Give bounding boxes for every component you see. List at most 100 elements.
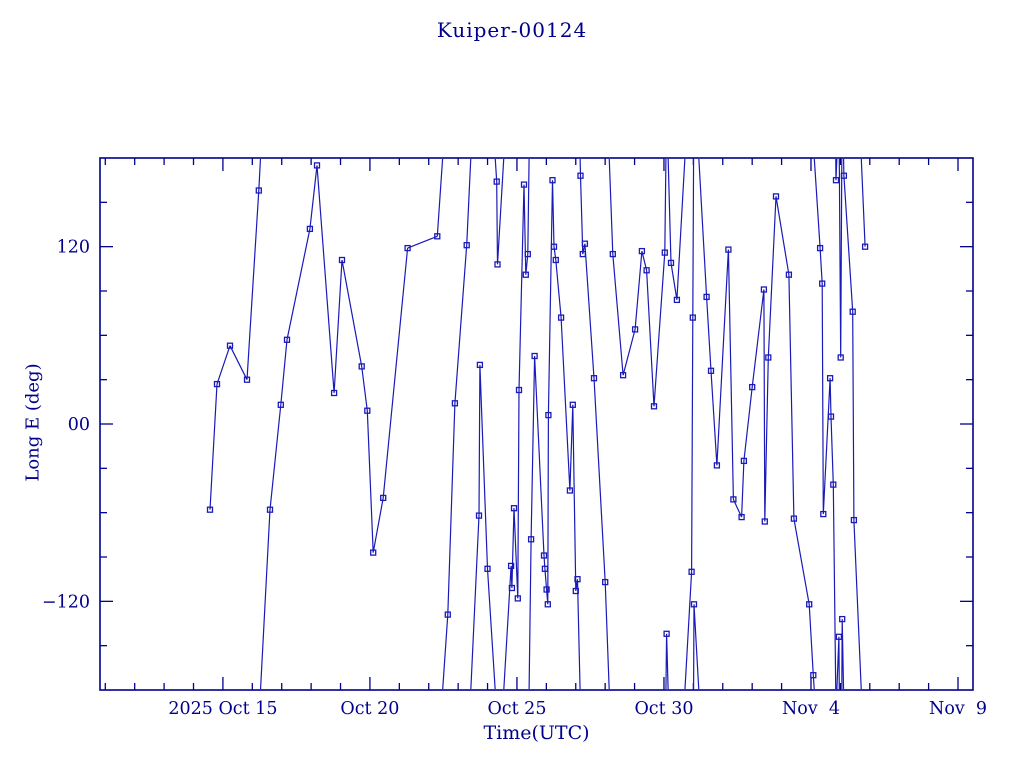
data-point-marker: [283, 336, 291, 343]
data-point-marker: [827, 413, 835, 420]
data-point-marker: [574, 576, 581, 583]
series-path: [209, 159, 866, 689]
data-point-marker: [673, 296, 681, 304]
data-point-marker: [661, 249, 668, 256]
data-point-marker: [667, 259, 675, 267]
data-point-marker: [572, 587, 579, 595]
data-point-marker: [760, 286, 768, 293]
data-point-marker: [549, 177, 556, 184]
data-point-marker: [761, 518, 768, 525]
data-point-marker: [541, 565, 549, 572]
chart-title: Kuiper-00124: [436, 18, 588, 42]
data-point-marker: [790, 515, 798, 522]
data-point-marker: [765, 354, 772, 361]
data-point-marker: [819, 280, 826, 287]
data-point-marker: [531, 352, 538, 360]
data-point-marker: [689, 314, 696, 321]
data-point-marker: [806, 601, 813, 608]
data-point-marker: [740, 457, 748, 465]
data-point-marker: [515, 386, 523, 394]
data-point-marker: [550, 243, 558, 250]
data-point-marker: [226, 342, 234, 349]
data-point-marker: [785, 271, 793, 278]
data-point-marker: [643, 267, 650, 274]
data-point-marker: [213, 380, 221, 388]
data-point-marker: [545, 411, 552, 419]
data-point-marker: [579, 250, 586, 258]
data-point-marker: [839, 615, 846, 623]
data-point-marker: [703, 293, 710, 301]
data-point-marker: [713, 462, 721, 469]
data-point-marker: [638, 247, 646, 255]
data-point-marker: [243, 376, 251, 383]
data-point-marker: [566, 487, 574, 494]
data-point-marker: [494, 261, 501, 268]
data-point-marker: [206, 506, 214, 513]
data-point-marker: [543, 586, 550, 593]
data-point-marker: [475, 512, 483, 519]
data-point-marker: [444, 611, 451, 618]
data-point-marker: [434, 233, 441, 240]
data-point-marker: [725, 246, 732, 253]
x-axis-label: Time(UTC): [483, 722, 590, 744]
data-point-marker: [772, 193, 780, 200]
data-point-marker: [527, 536, 535, 543]
data-point-marker: [707, 367, 715, 374]
data-point-marker: [306, 225, 314, 233]
data-point-marker: [650, 403, 658, 410]
data-point-marker: [832, 177, 840, 184]
data-point-marker: [544, 601, 551, 608]
data-point-marker: [590, 375, 598, 382]
data-point-marker: [451, 400, 459, 407]
data-point-marker: [602, 578, 609, 586]
x-tick-label: Oct 30: [634, 699, 693, 719]
data-point-marker: [609, 250, 616, 258]
y-tick-label: 120: [57, 238, 90, 258]
data-point-marker: [820, 510, 827, 518]
data-point-marker: [837, 354, 844, 361]
data-point-marker: [364, 407, 371, 414]
y-tick-label: −120: [42, 592, 90, 612]
data-point-marker: [835, 633, 843, 640]
data-point-marker: [690, 601, 698, 608]
data-point-marker: [507, 562, 515, 570]
data-point-marker: [663, 630, 670, 637]
data-point-marker: [816, 244, 824, 252]
y-axis-label: Long E (deg): [22, 363, 44, 482]
data-point-marker: [830, 481, 837, 488]
data-point-marker: [577, 172, 584, 179]
data-point-marker: [330, 389, 338, 397]
data-point-marker: [380, 494, 387, 502]
plot-frame: [99, 157, 974, 691]
series-group: [206, 159, 869, 689]
data-point-marker: [522, 271, 529, 278]
data-point-marker: [404, 244, 411, 252]
data-point-marker: [510, 505, 518, 512]
data-point-marker: [850, 516, 858, 524]
data-point-marker: [338, 256, 346, 264]
data-point-marker: [524, 250, 531, 258]
data-point-marker: [476, 361, 484, 369]
x-tick-label: Nov 9: [929, 699, 987, 719]
data-point-marker: [514, 595, 521, 602]
data-point-marker: [540, 552, 548, 559]
data-point-marker: [569, 401, 576, 408]
data-point-marker: [520, 181, 528, 188]
data-point-marker: [557, 314, 565, 321]
data-point-marker: [730, 496, 737, 503]
x-tick-label: Oct 20: [340, 699, 399, 719]
data-point-marker: [463, 242, 470, 249]
data-point-marker: [370, 549, 377, 556]
data-point-marker: [688, 568, 695, 575]
data-point-marker: [552, 256, 559, 264]
y-tick-label: 00: [68, 415, 90, 435]
data-point-marker: [484, 565, 491, 572]
data-point-marker: [313, 162, 321, 169]
data-point-marker: [255, 187, 262, 194]
data-point-marker: [266, 506, 274, 513]
data-point-marker: [581, 240, 589, 247]
x-tick-label: Nov 4: [782, 699, 840, 719]
data-point-marker: [840, 172, 848, 179]
